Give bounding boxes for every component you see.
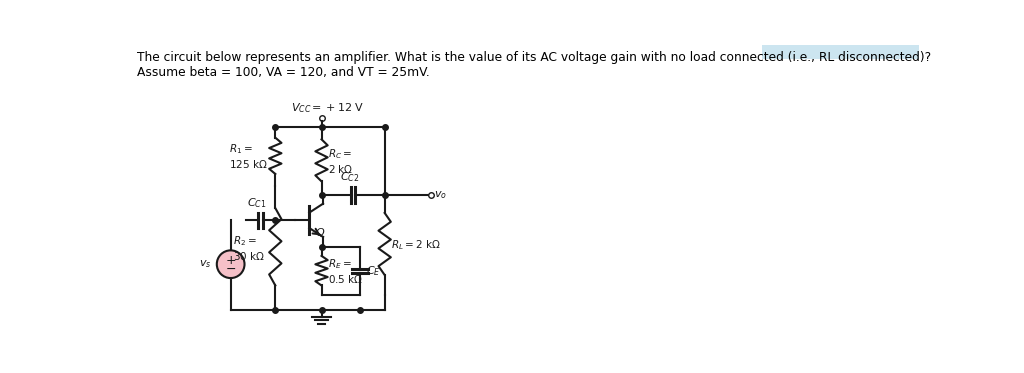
Text: $R_1=$
$125\ \mathrm{k\Omega}$: $R_1=$ $125\ \mathrm{k\Omega}$ <box>229 142 267 170</box>
FancyBboxPatch shape <box>762 45 920 59</box>
Text: $C_{C1}$: $C_{C1}$ <box>247 196 266 210</box>
Text: Assume beta = 100, VA = 120, and VT = 25mV.: Assume beta = 100, VA = 120, and VT = 25… <box>137 66 429 79</box>
Text: $v_s$: $v_s$ <box>199 258 211 270</box>
Text: $R_L=2\ \mathrm{k\Omega}$: $R_L=2\ \mathrm{k\Omega}$ <box>391 238 440 252</box>
Text: +: + <box>225 254 236 267</box>
Text: −: − <box>225 263 236 276</box>
Text: $v_o$: $v_o$ <box>434 189 446 201</box>
Circle shape <box>217 250 245 278</box>
Text: $R_2=$
$30\ \mathrm{k\Omega}$: $R_2=$ $30\ \mathrm{k\Omega}$ <box>233 234 265 262</box>
Text: $C_{C2}$: $C_{C2}$ <box>340 170 359 184</box>
Text: The circuit below represents an amplifier. What is the value of its AC voltage g: The circuit below represents an amplifie… <box>137 51 931 64</box>
Text: $R_C=$
$2\ \mathrm{k\Omega}$: $R_C=$ $2\ \mathrm{k\Omega}$ <box>328 147 353 175</box>
Text: $R_E=$
$0.5\ \mathrm{k\Omega}$: $R_E=$ $0.5\ \mathrm{k\Omega}$ <box>328 257 362 285</box>
Text: $V_{CC}=+12\ \mathrm{V}$: $V_{CC}=+12\ \mathrm{V}$ <box>291 101 365 115</box>
Text: $Q$: $Q$ <box>315 226 326 239</box>
Text: $C_E$: $C_E$ <box>367 264 381 278</box>
